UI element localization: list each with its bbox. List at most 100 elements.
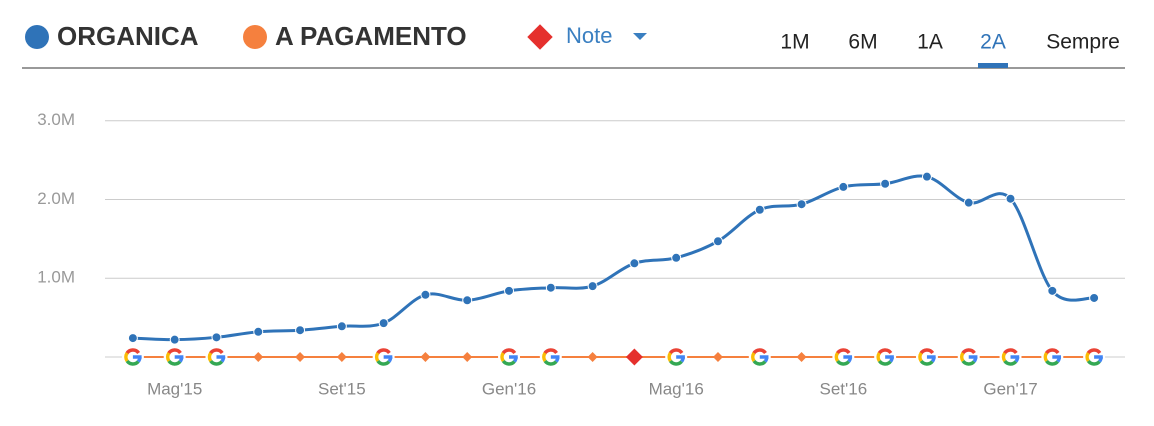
data-point	[1089, 292, 1100, 303]
icon-arc	[669, 359, 683, 366]
icon-arc	[376, 348, 391, 355]
icon-arc	[752, 348, 767, 355]
x-tick-label: Set'15	[318, 379, 366, 398]
data-point	[838, 181, 849, 192]
google-update-marker	[121, 346, 144, 368]
data-point	[504, 285, 515, 296]
icon-arc	[501, 348, 517, 355]
icon-arc	[836, 359, 851, 366]
icon-arc	[543, 359, 558, 366]
icon-arc	[752, 359, 767, 366]
data-point	[629, 258, 640, 269]
icon-arc	[751, 351, 756, 363]
x-tick-label: Mag'16	[649, 379, 704, 398]
icon-arc	[374, 351, 380, 363]
icon-arc	[919, 348, 935, 355]
google-update-marker	[957, 346, 980, 368]
note-dropdown[interactable]: Note	[566, 23, 612, 48]
data-point	[880, 178, 891, 189]
data-point	[671, 252, 682, 263]
icon-arc	[376, 359, 391, 366]
legend-label[interactable]: ORGANICA	[57, 21, 199, 51]
google-update-marker	[205, 346, 228, 368]
google-update-marker	[1083, 346, 1106, 368]
data-point	[713, 352, 723, 362]
google-update-marker	[372, 346, 395, 368]
time-range-button[interactable]: 1A	[917, 31, 943, 54]
icon-arc	[961, 359, 976, 366]
icon-arc	[919, 359, 934, 366]
y-tick-label: 1.0M	[37, 268, 75, 287]
data-point	[211, 332, 222, 343]
y-tick-label: 2.0M	[37, 189, 75, 208]
icon-arc	[1043, 351, 1049, 363]
google-update-marker	[874, 346, 897, 368]
x-tick-label: Mag'15	[147, 379, 202, 398]
icon-arc	[501, 359, 516, 366]
icon-arc	[209, 359, 224, 366]
data-point	[462, 352, 473, 362]
icon-arc	[543, 348, 558, 355]
data-point	[545, 282, 556, 293]
icon-arc	[667, 351, 673, 363]
time-range-button[interactable]: 6M	[848, 31, 877, 54]
google-update-marker	[748, 346, 771, 368]
data-point	[295, 325, 306, 336]
icon-arc	[165, 351, 171, 363]
dropdown-arrow[interactable]	[633, 33, 647, 40]
icon-arc	[668, 348, 684, 355]
google-update-marker	[1041, 346, 1064, 368]
icon-arc	[877, 359, 892, 366]
note-swatch	[527, 24, 553, 50]
icon-arc	[1045, 359, 1060, 366]
icon-arc	[1001, 351, 1007, 363]
time-range-button[interactable]: 1M	[780, 31, 809, 54]
google-update-marker	[915, 346, 938, 368]
data-point	[754, 204, 765, 215]
data-point	[587, 281, 598, 292]
data-point	[127, 333, 138, 344]
icon-arc	[124, 351, 129, 363]
icon-arc	[961, 348, 976, 355]
icon-arc	[876, 351, 881, 363]
icon-arc	[542, 351, 547, 363]
time-range-button[interactable]: Sempre	[1046, 31, 1120, 54]
google-update-marker	[163, 346, 186, 368]
x-tick-label: Gen'16	[482, 379, 536, 398]
icon-arc	[1003, 359, 1018, 366]
icon-arc	[918, 351, 923, 363]
data-point	[796, 352, 807, 362]
data-point	[420, 352, 431, 362]
icon-arc	[959, 351, 965, 363]
icon-arc	[125, 359, 140, 366]
data-point	[462, 295, 473, 306]
icon-arc	[1086, 359, 1101, 366]
data-point	[169, 334, 180, 345]
icon-arc	[877, 348, 893, 355]
data-point	[378, 318, 389, 329]
data-point	[963, 197, 974, 208]
icon-arc	[1086, 348, 1102, 355]
google-update-marker	[999, 346, 1022, 368]
icon-arc	[1044, 348, 1060, 355]
data-point	[253, 326, 264, 337]
x-tick-label: Set'16	[820, 379, 868, 398]
legend-label[interactable]: A PAGAMENTO	[275, 21, 467, 51]
data-point	[796, 199, 807, 210]
google-update-marker	[498, 346, 521, 368]
google-update-marker	[539, 346, 562, 368]
selected-underline	[978, 63, 1008, 68]
icon-arc	[125, 348, 141, 355]
icon-arc	[207, 351, 213, 363]
time-range-button[interactable]: 2A	[980, 31, 1006, 54]
icon-arc	[1002, 348, 1018, 355]
note-marker	[625, 348, 643, 366]
data-point	[253, 352, 264, 362]
data-point	[336, 352, 347, 362]
icon-arc	[500, 351, 505, 363]
data-point	[1005, 193, 1016, 204]
icon-arc	[1085, 351, 1090, 363]
data-point	[712, 236, 723, 247]
legend-swatch	[243, 25, 267, 49]
